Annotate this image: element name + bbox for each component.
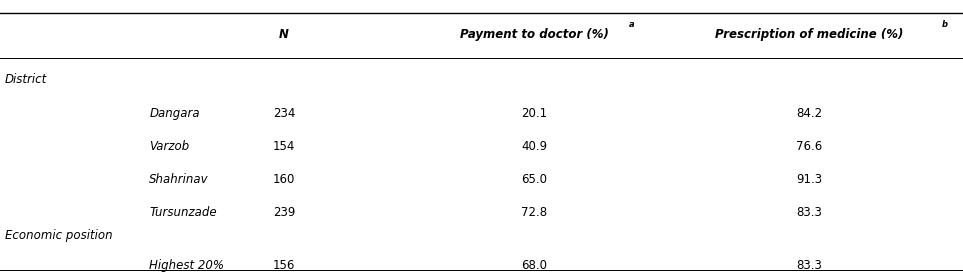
Text: 91.3: 91.3 — [795, 173, 822, 186]
Text: 234: 234 — [273, 108, 296, 120]
Text: Payment to doctor (%): Payment to doctor (%) — [460, 28, 609, 41]
Text: 76.6: 76.6 — [795, 140, 822, 153]
Text: 68.0: 68.0 — [522, 259, 547, 272]
Text: 154: 154 — [273, 140, 296, 153]
Text: District: District — [5, 73, 47, 86]
Text: 84.2: 84.2 — [795, 108, 822, 120]
Text: 83.3: 83.3 — [796, 259, 821, 272]
Text: Shahrinav: Shahrinav — [149, 173, 209, 186]
Text: a: a — [629, 20, 635, 29]
Text: Highest 20%: Highest 20% — [149, 259, 224, 272]
Text: 20.1: 20.1 — [521, 108, 548, 120]
Text: Prescription of medicine (%): Prescription of medicine (%) — [715, 28, 903, 41]
Text: 160: 160 — [273, 173, 296, 186]
Text: N: N — [279, 28, 289, 41]
Text: 65.0: 65.0 — [522, 173, 547, 186]
Text: Dangara: Dangara — [149, 108, 200, 120]
Text: 40.9: 40.9 — [521, 140, 548, 153]
Text: 83.3: 83.3 — [796, 206, 821, 219]
Text: Varzob: Varzob — [149, 140, 190, 153]
Text: Tursunzade: Tursunzade — [149, 206, 217, 219]
Text: 156: 156 — [273, 259, 296, 272]
Text: b: b — [942, 20, 948, 29]
Text: 239: 239 — [273, 206, 296, 219]
Text: 72.8: 72.8 — [521, 206, 548, 219]
Text: Economic position: Economic position — [5, 229, 113, 242]
